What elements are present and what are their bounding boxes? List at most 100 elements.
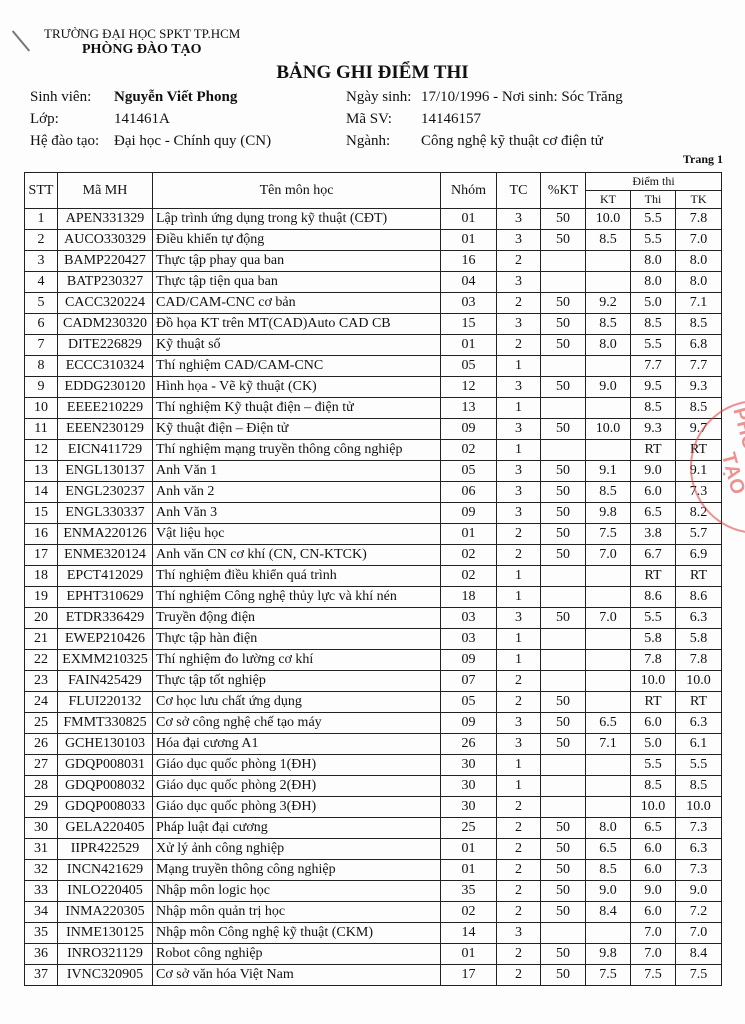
exam-score: 8.6: [630, 586, 676, 608]
table-row: 37 IVNC320905 Cơ sở văn hóa Việt Nam 17 2 50 7…: [24, 964, 723, 986]
credits: 1: [496, 586, 541, 608]
group: 06: [440, 481, 497, 503]
credits: 3: [496, 502, 541, 524]
group: 15: [440, 313, 497, 335]
kt-percent: [540, 649, 586, 671]
major-label: Ngành:: [346, 133, 391, 149]
kt-score: 8.5: [585, 481, 631, 503]
kt-score: [585, 397, 631, 419]
stt: 29: [24, 796, 58, 818]
exam-score: 6.5: [630, 817, 676, 839]
group: 01: [440, 838, 497, 860]
grades-table: STT Mã MH Tên môn học Nhóm TC %KT Điểm t…: [24, 172, 723, 986]
credits: 3: [496, 229, 541, 251]
credits: 2: [496, 817, 541, 839]
course-name: CAD/CAM-CNC cơ bản: [152, 292, 441, 314]
group: 09: [440, 418, 497, 440]
credits: 3: [496, 733, 541, 755]
document-title: BẢNG GHI ĐIỂM THI: [276, 62, 469, 83]
course-name: Xử lý ảnh công nghiệp: [152, 838, 441, 860]
final-score: 7.5: [674, 964, 723, 986]
table-row: 36 INRO321129 Robot công nghiệp 01 2 50 9.8 7.0…: [24, 943, 723, 965]
final-score: RT: [674, 565, 723, 587]
kt-percent: 50: [540, 523, 586, 545]
student-program: Đại học - Chính quy (CN): [114, 133, 272, 149]
credits: 2: [496, 943, 541, 965]
final-score: 7.8: [674, 649, 723, 671]
exam-score: 6.0: [630, 859, 676, 881]
credits: 2: [496, 880, 541, 902]
table-row: 35 INME130125 Nhập môn Công nghệ kỹ thuật …: [24, 922, 723, 944]
course-name: Thí nghiệm Kỹ thuật điện – điện tử: [152, 397, 441, 419]
final-score: 7.2: [674, 901, 723, 923]
course-name: Thí nghiệm mạng truyền thông công nghiệp: [152, 439, 441, 461]
course-name: Giáo dục quốc phòng 2(ĐH): [152, 775, 441, 797]
stt: 25: [24, 712, 58, 734]
exam-score: 9.0: [630, 460, 676, 482]
kt-percent: 50: [540, 418, 586, 440]
credits: 3: [496, 208, 541, 230]
exam-score: RT: [630, 691, 676, 713]
final-score: 7.1: [674, 292, 723, 314]
stt: 35: [24, 922, 58, 944]
group: 02: [440, 544, 497, 566]
page-number: Trang 1: [682, 152, 723, 166]
exam-score: RT: [630, 439, 676, 461]
course-code: AUCO330329: [57, 229, 153, 251]
exam-score: 5.5: [630, 754, 676, 776]
final-score: 10.0: [674, 670, 723, 692]
kt-percent: 50: [540, 733, 586, 755]
exam-score: 7.0: [630, 922, 676, 944]
exam-score: 6.7: [630, 544, 676, 566]
credits: 3: [496, 313, 541, 335]
group: 01: [440, 229, 497, 251]
header-stt: STT: [24, 172, 58, 209]
credits: 3: [496, 271, 541, 293]
credits: 3: [496, 418, 541, 440]
kt-score: 9.8: [585, 943, 631, 965]
kt-percent: 50: [540, 334, 586, 356]
group: 09: [440, 712, 497, 734]
course-code: BAMP220427: [57, 250, 153, 272]
course-code: INCN421629: [57, 859, 153, 881]
course-code: EEEE210229: [57, 397, 153, 419]
stt: 10: [24, 397, 58, 419]
exam-score: 6.0: [630, 712, 676, 734]
table-row: 23 FAIN425429 Thực tập tốt nghiệp 07 2 10.0 10…: [24, 670, 723, 692]
stt: 16: [24, 523, 58, 545]
kt-score: [585, 439, 631, 461]
course-name: Thí nghiệm Công nghệ thủy lực và khí nén: [152, 586, 441, 608]
group: 26: [440, 733, 497, 755]
final-score: RT: [674, 691, 723, 713]
table-row: 8 ECCC310324 Thí nghiệm CAD/CAM-CNC 05 1 7.7 7…: [24, 355, 723, 377]
kt-percent: 50: [540, 691, 586, 713]
table-row: 11 EEEN230129 Kỹ thuật điện – Điện tử 09 3 50…: [24, 418, 723, 440]
header-credits: TC: [496, 172, 541, 209]
stt: 30: [24, 817, 58, 839]
course-code: INLO220405: [57, 880, 153, 902]
kt-percent: 50: [540, 376, 586, 398]
kt-score: 9.1: [585, 460, 631, 482]
course-code: EXMM210325: [57, 649, 153, 671]
kt-percent: [540, 250, 586, 272]
final-score: 7.0: [674, 229, 723, 251]
kt-score: [585, 250, 631, 272]
exam-score: RT: [630, 565, 676, 587]
course-name: Anh Văn 3: [152, 502, 441, 524]
stt: 21: [24, 628, 58, 650]
course-name: Robot công nghiệp: [152, 943, 441, 965]
exam-score: 9.5: [630, 376, 676, 398]
table-row: 29 GDQP008033 Giáo dục quốc phòng 3(ĐH) 30 2…: [24, 796, 723, 818]
course-name: Lập trình ứng dụng trong kỹ thuật (CĐT): [152, 208, 441, 230]
kt-score: [585, 922, 631, 944]
course-code: IVNC320905: [57, 964, 153, 986]
group: 16: [440, 250, 497, 272]
table-row: 7 DITE226829 Kỹ thuật số 01 2 50 8.0 5.5 6.8: [24, 334, 723, 356]
course-code: INME130125: [57, 922, 153, 944]
course-name: Mạng truyền thông công nghiệp: [152, 859, 441, 881]
group: 01: [440, 859, 497, 881]
course-code: GCHE130103: [57, 733, 153, 755]
course-name: Cơ sở văn hóa Việt Nam: [152, 964, 441, 986]
course-name: Thực tập phay qua ban: [152, 250, 441, 272]
table-row: 13 ENGL130137 Anh Văn 1 05 3 50 9.1 9.0 9.1: [24, 460, 723, 482]
